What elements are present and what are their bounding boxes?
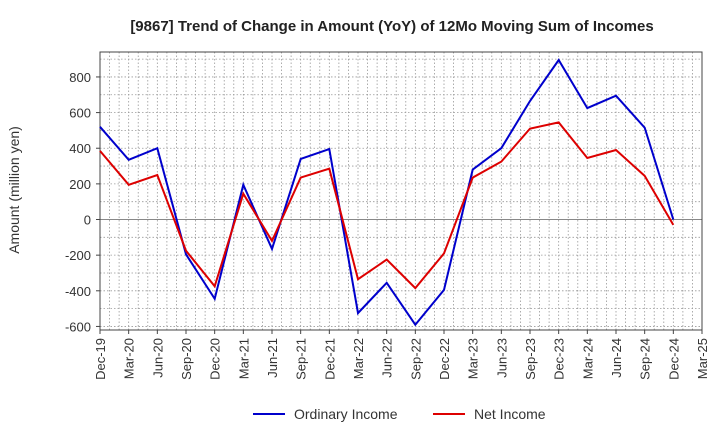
y-tick-label: 200 xyxy=(69,177,91,192)
plot-background xyxy=(100,52,702,330)
y-tick-label: -200 xyxy=(65,248,91,263)
x-tick-label: Sep-21 xyxy=(294,338,309,380)
y-tick-label: 400 xyxy=(69,141,91,156)
x-tick-label: Jun-20 xyxy=(150,338,165,378)
x-tick-label: Mar-20 xyxy=(122,338,137,379)
plot-frame xyxy=(99,51,703,331)
x-tick-label: Sep-22 xyxy=(408,338,423,380)
series-line-1 xyxy=(99,121,675,290)
legend-label-0: Ordinary Income xyxy=(294,406,398,422)
x-tick-label: Jun-21 xyxy=(265,338,280,378)
x-tick-label: Dec-21 xyxy=(322,338,337,380)
x-tick-label: Jun-23 xyxy=(494,338,509,378)
x-tick-label: Jun-24 xyxy=(609,338,624,378)
chart-title: [9867] Trend of Change in Amount (YoY) o… xyxy=(130,18,653,35)
x-tick-label: Dec-24 xyxy=(666,338,681,380)
x-tick-label: Mar-21 xyxy=(236,338,251,379)
y-axis-label: Amount (million yen) xyxy=(6,126,22,254)
x-tick-label: Mar-23 xyxy=(466,338,481,379)
y-tick-label: -400 xyxy=(65,284,91,299)
x-tick-label: Sep-20 xyxy=(179,338,194,380)
x-tick-label: Dec-22 xyxy=(437,338,452,380)
x-tick-label: Sep-23 xyxy=(523,338,538,380)
x-tick-label: Dec-19 xyxy=(93,338,108,380)
x-tick-label: Mar-24 xyxy=(580,338,595,379)
x-tick-label: Dec-23 xyxy=(552,338,567,380)
legend: Ordinary Income Net Income xyxy=(253,406,546,422)
x-tick-label: Dec-20 xyxy=(208,338,223,380)
x-tick-label: Sep-24 xyxy=(638,338,653,380)
x-tick-label: Mar-22 xyxy=(351,338,366,379)
y-tick-label: -600 xyxy=(65,319,91,334)
x-tick-label: Mar-25 xyxy=(695,338,710,379)
y-tick-label: 800 xyxy=(69,70,91,85)
legend-label-1: Net Income xyxy=(474,406,546,422)
series-line-0 xyxy=(99,58,675,327)
y-tick-label: 0 xyxy=(84,213,91,228)
y-tick-label: 600 xyxy=(69,106,91,121)
x-tick-label: Jun-22 xyxy=(380,338,395,378)
